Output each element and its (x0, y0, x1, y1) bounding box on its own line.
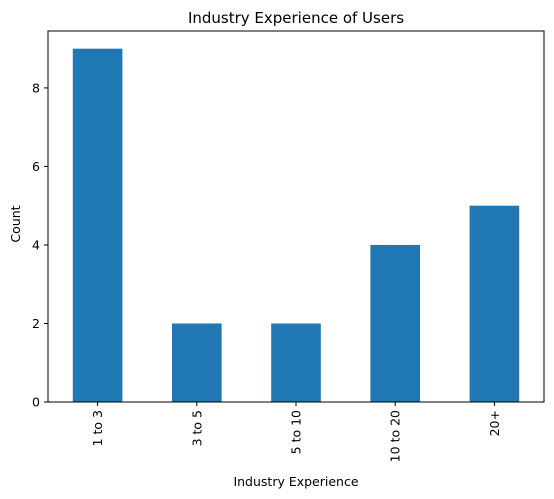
x-tick-label: 10 to 20 (388, 410, 403, 462)
bar (469, 205, 520, 402)
y-tick-label: 2 (32, 316, 40, 331)
bar (72, 48, 123, 403)
x-tick-label: 5 to 10 (289, 410, 304, 454)
bar (271, 323, 321, 402)
bar (172, 323, 222, 402)
y-tick-label: 8 (32, 80, 40, 95)
y-tick-label: 6 (32, 159, 40, 174)
y-tick-label: 0 (32, 395, 40, 410)
y-axis-label: Count (8, 205, 23, 242)
plot-frame (47, 30, 545, 403)
x-axis-label: Industry Experience (233, 474, 358, 489)
x-tick-label: 20+ (487, 410, 502, 436)
chart-title: Industry Experience of Users (188, 9, 404, 27)
bar (370, 244, 420, 402)
y-tick-label: 4 (32, 237, 40, 252)
x-tick-label: 1 to 3 (90, 410, 105, 446)
x-tick-label: 3 to 5 (189, 410, 204, 446)
plot-area: 0 2 4 6 8 1 to 3 3 to 5 5 to 10 10 to 20 20+ (32, 30, 545, 462)
